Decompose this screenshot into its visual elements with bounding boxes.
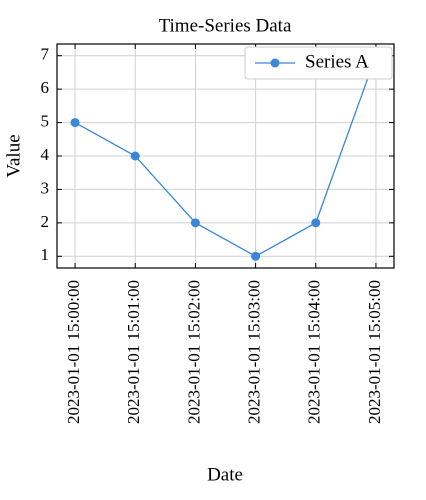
- y-tick-label: 4: [41, 145, 50, 164]
- x-tick-label: 2023-01-01 15:03:00: [244, 280, 263, 424]
- point: [130, 151, 140, 161]
- legend-marker: [270, 58, 280, 68]
- y-axis-label: Value: [3, 134, 24, 177]
- x-axis-label: Date: [207, 464, 243, 485]
- point: [251, 251, 261, 261]
- x-tick-label: 2023-01-01 15:00:00: [64, 280, 83, 424]
- y-tick-label: 3: [41, 178, 50, 197]
- y-tick-label: 7: [41, 45, 50, 64]
- legend-box: [244, 46, 393, 80]
- y-tick-label: 1: [41, 245, 50, 264]
- y-tick-label: 6: [41, 78, 50, 97]
- x-tick-label: 2023-01-01 15:01:00: [124, 280, 143, 424]
- plot-frame: [56, 43, 395, 269]
- x-tick-label: 2023-01-01 15:04:00: [305, 280, 324, 424]
- point: [70, 118, 80, 128]
- x-tick-label: 2023-01-01 15:02:00: [184, 280, 203, 424]
- point: [190, 218, 200, 228]
- y-tick-label: 2: [41, 212, 50, 231]
- chart-title: Time-Series Data: [159, 15, 292, 36]
- legend-label: Series A: [305, 51, 369, 72]
- y-tick-label: 5: [41, 111, 50, 130]
- x-tick-label: 2023-01-01 15:05:00: [365, 280, 384, 424]
- point: [311, 218, 321, 228]
- line: [74, 55, 377, 258]
